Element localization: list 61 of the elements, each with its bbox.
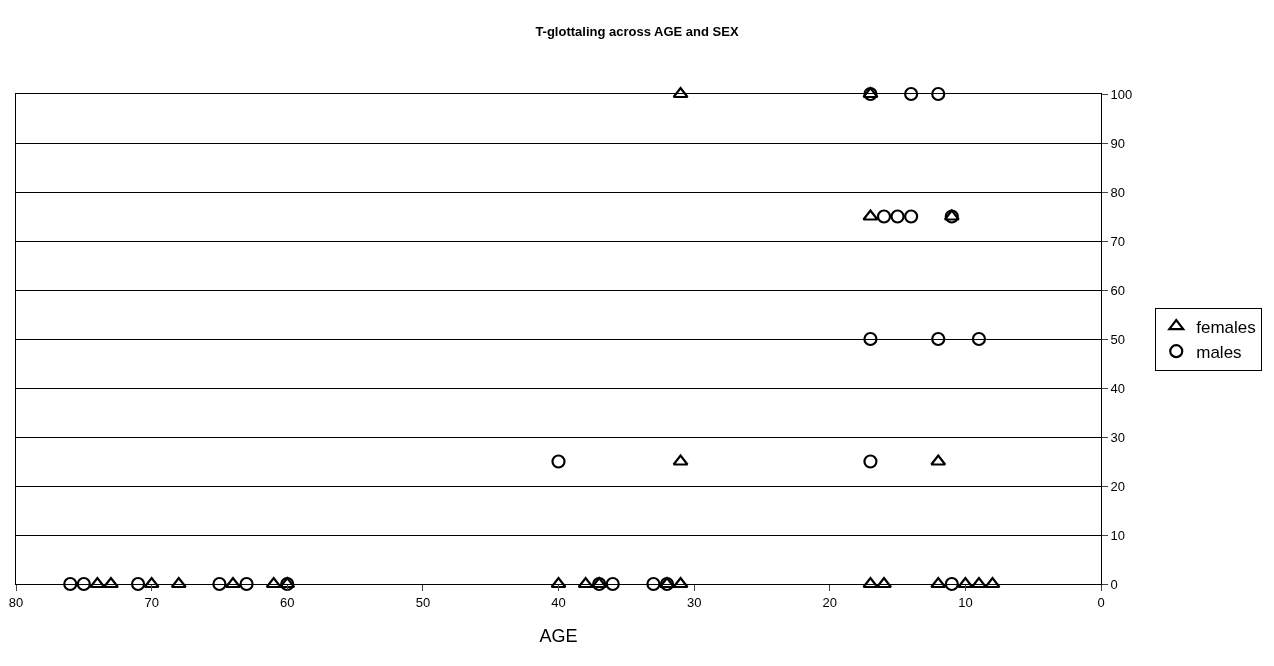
x-tick-label: 80 — [8, 594, 24, 610]
point — [76, 576, 91, 592]
point — [930, 576, 947, 589]
y-tick-label: 100 — [1110, 86, 1133, 102]
point — [957, 576, 974, 589]
point — [863, 454, 878, 469]
x-tick-label: 40 — [551, 594, 566, 610]
point — [862, 209, 879, 221]
y-tick-label: 20 — [1110, 478, 1126, 494]
point — [239, 576, 254, 592]
point — [672, 576, 689, 589]
y-tick-label: 60 — [1110, 282, 1126, 298]
point — [265, 576, 282, 589]
point — [875, 576, 893, 589]
point — [130, 576, 146, 592]
x-tick-label: 10 — [958, 594, 973, 610]
y-tick-label: 40 — [1110, 380, 1126, 396]
point — [970, 576, 987, 589]
point — [143, 576, 160, 589]
point — [605, 576, 620, 592]
point — [550, 576, 567, 589]
y-tick-label: 30 — [1110, 429, 1126, 445]
x-tick-label: 20 — [822, 594, 837, 610]
point — [672, 454, 689, 466]
point — [931, 86, 946, 102]
point — [63, 576, 78, 592]
point — [862, 576, 879, 589]
point — [551, 454, 566, 469]
y-tick-label: 70 — [1110, 233, 1126, 249]
point — [931, 331, 946, 347]
y-tick-label: 0 — [1110, 576, 1118, 592]
point — [102, 576, 119, 589]
point — [212, 576, 227, 592]
y-tick-label: 10 — [1110, 527, 1126, 543]
point — [890, 209, 905, 224]
point — [577, 576, 594, 589]
y-tick-label: 50 — [1110, 331, 1126, 347]
legend-label: males — [1196, 342, 1242, 362]
point — [904, 209, 919, 224]
chart-title: T-glottaling across AGE and SEX — [535, 23, 739, 39]
point — [971, 331, 987, 347]
legend-label: females — [1196, 317, 1256, 337]
x-tick-label: 30 — [686, 594, 702, 610]
y-tick-label: 80 — [1110, 184, 1126, 200]
point — [89, 576, 106, 589]
point — [984, 576, 1001, 589]
point — [904, 86, 919, 102]
x-axis-title: AGE — [539, 625, 578, 646]
point — [672, 86, 689, 99]
point — [224, 576, 242, 589]
x-tick-label: 70 — [144, 594, 159, 610]
x-tick-label: 0 — [1097, 594, 1105, 610]
point — [930, 454, 947, 466]
point — [863, 331, 878, 347]
point — [646, 576, 661, 592]
point — [170, 576, 187, 589]
point — [944, 576, 959, 592]
x-tick-label: 60 — [280, 594, 295, 610]
x-tick-label: 50 — [415, 594, 431, 610]
point — [876, 209, 892, 224]
y-tick-label: 90 — [1110, 135, 1126, 151]
